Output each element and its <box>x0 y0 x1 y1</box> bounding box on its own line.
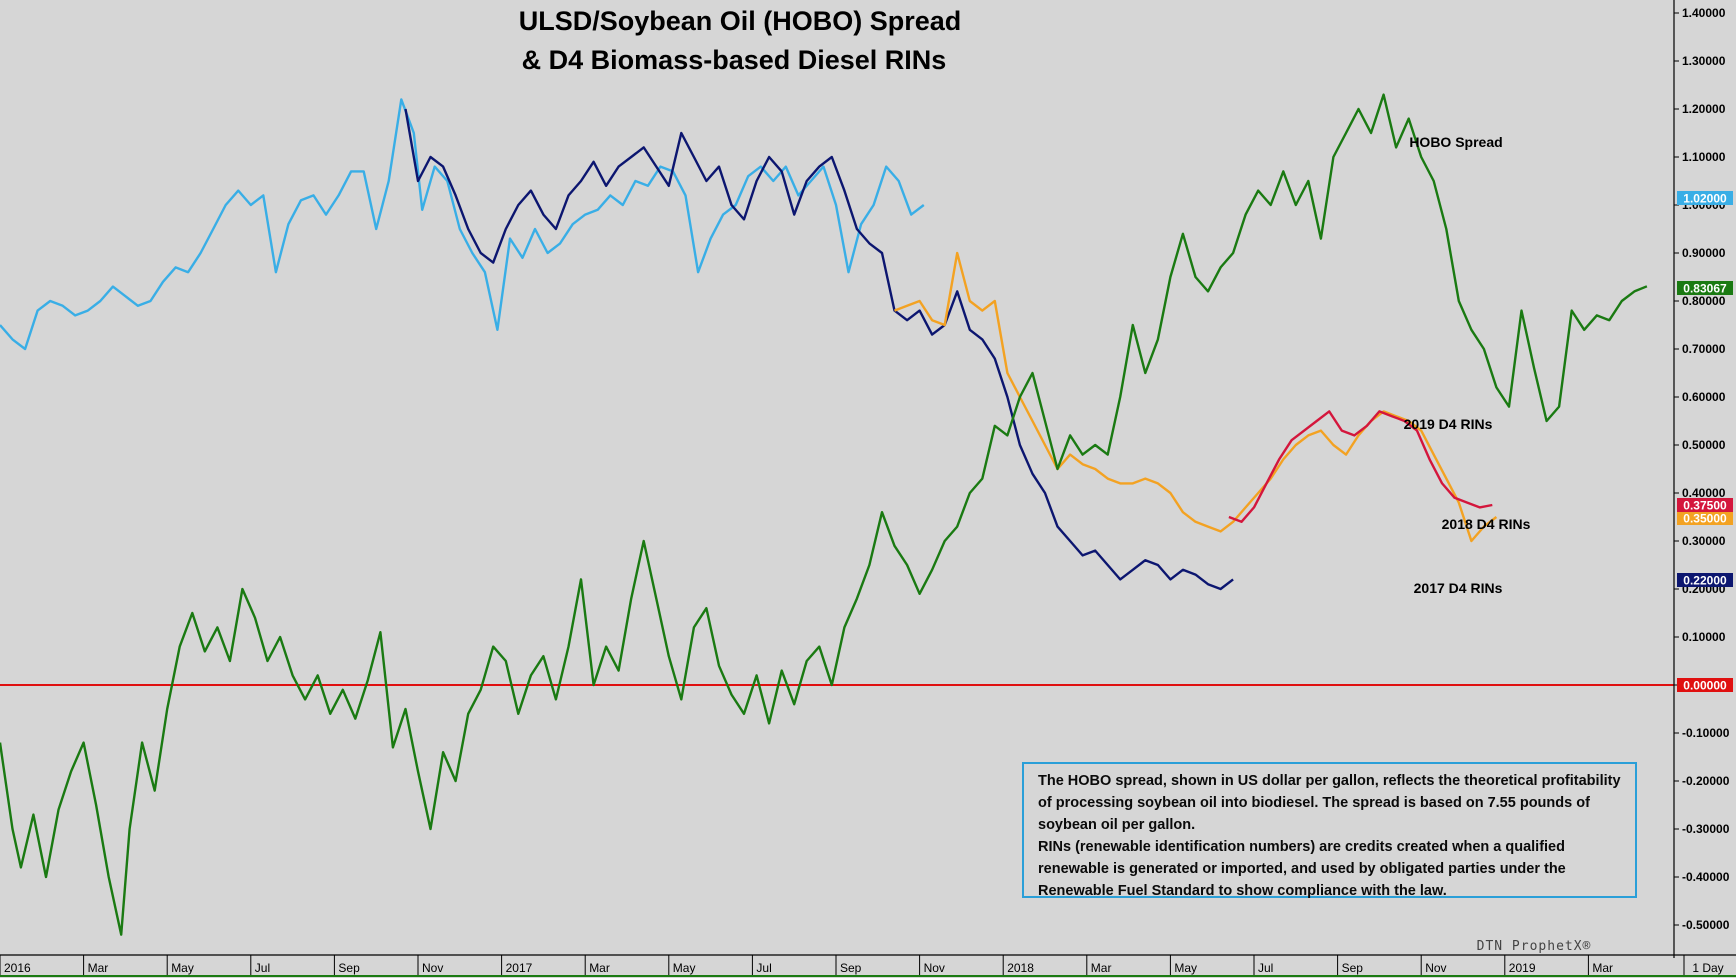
x-tick-label: May <box>673 961 696 975</box>
period-label[interactable]: 1 Day <box>1692 961 1723 975</box>
last-value-badge-2017-d4-rins <box>1677 573 1733 587</box>
y-tick-label: 0.60000 <box>1682 390 1726 404</box>
note-paragraph-rins: RINs (renewable identification numbers) … <box>1038 839 1566 899</box>
last-value-text-hobo-spread-history: 1.02000 <box>1683 192 1727 206</box>
y-tick-label: -0.20000 <box>1682 774 1730 788</box>
last-value-text-2017-d4-rins: 0.22000 <box>1683 574 1727 588</box>
x-tick-label: Nov <box>422 961 443 975</box>
x-tick-label: Sep <box>338 961 360 975</box>
x-tick-label: Jul <box>255 961 270 975</box>
x-tick-label: Nov <box>924 961 945 975</box>
x-tick-label: Sep <box>840 961 862 975</box>
last-value-text-hobo-spread: 0.83067 <box>1683 282 1727 296</box>
watermark: DTN ProphetX® <box>1477 939 1592 954</box>
x-tick-label: 2019 <box>1509 961 1536 975</box>
y-tick-label: 1.10000 <box>1682 150 1726 164</box>
x-tick-label: Mar <box>88 961 109 975</box>
y-tick-label: 0.70000 <box>1682 342 1726 356</box>
x-tick-label: 2017 <box>506 961 533 975</box>
series-line-2017-d4-rins <box>404 108 1234 591</box>
y-tick-label: 0.30000 <box>1682 534 1726 548</box>
series-label-hobo-spread: HOBO Spread <box>1409 134 1502 150</box>
chart-title-line-1: ULSD/Soybean Oil (HOBO) Spread <box>519 6 962 36</box>
y-tick-label: -0.10000 <box>1682 726 1730 740</box>
x-tick-label: Nov <box>1425 961 1446 975</box>
y-tick-label: -0.50000 <box>1682 918 1730 932</box>
last-value-badge-hobo-spread-history <box>1677 191 1733 205</box>
x-tick-label: Mar <box>1592 961 1613 975</box>
series-line-hobo-spread <box>0 93 1648 936</box>
series-label-2017-d4-rins: 2017 D4 RINs <box>1414 580 1503 596</box>
y-tick-label: 0.80000 <box>1682 294 1726 308</box>
x-tick-label: Jul <box>756 961 771 975</box>
x-tick-label: Mar <box>589 961 610 975</box>
y-tick-label: 0.40000 <box>1682 486 1726 500</box>
last-value-badge-hobo-spread <box>1677 281 1733 295</box>
y-tick-label: 0.90000 <box>1682 246 1726 260</box>
series-line-2019-d4-rins <box>1228 410 1493 523</box>
last-value-badge-2018-d4-rins <box>1677 511 1733 525</box>
series-line-hobo-spread-history <box>0 98 925 351</box>
last-value-badge-2019-d4-rins <box>1677 498 1733 512</box>
y-tick-label: 1.30000 <box>1682 54 1726 68</box>
x-tick-label: May <box>171 961 194 975</box>
series-label-2019-d4-rins: 2019 D4 RINs <box>1404 416 1493 432</box>
y-tick-label: 1.40000 <box>1682 6 1726 20</box>
series-label-2018-d4-rins: 2018 D4 RINs <box>1442 516 1531 532</box>
zero-value-text: 0.00000 <box>1683 679 1727 693</box>
y-tick-label: 0.50000 <box>1682 438 1726 452</box>
chart-title-line-2: & D4 Biomass-based Diesel RINs <box>522 45 947 75</box>
last-value-text-2018-d4-rins: 0.35000 <box>1683 512 1727 526</box>
x-tick-label: Sep <box>1342 961 1364 975</box>
zero-value-badge <box>1677 678 1733 692</box>
x-tick-label: 2016 <box>4 961 31 975</box>
series-line-2018-d4-rins <box>894 251 1498 543</box>
x-tick-label: Mar <box>1091 961 1112 975</box>
y-tick-label: -0.40000 <box>1682 870 1730 884</box>
y-tick-label: 1.20000 <box>1682 102 1726 116</box>
y-tick-label: 0.10000 <box>1682 630 1726 644</box>
last-value-text-2019-d4-rins: 0.37500 <box>1683 499 1727 513</box>
x-tick-label: May <box>1174 961 1197 975</box>
x-tick-label: Jul <box>1258 961 1273 975</box>
explanatory-note: The HOBO spread, shown in US dollar per … <box>1022 762 1637 899</box>
y-tick-label: -0.30000 <box>1682 822 1730 836</box>
note-paragraph-hobo: The HOBO spread, shown in US dollar per … <box>1038 773 1621 833</box>
x-tick-label: 2018 <box>1007 961 1034 975</box>
